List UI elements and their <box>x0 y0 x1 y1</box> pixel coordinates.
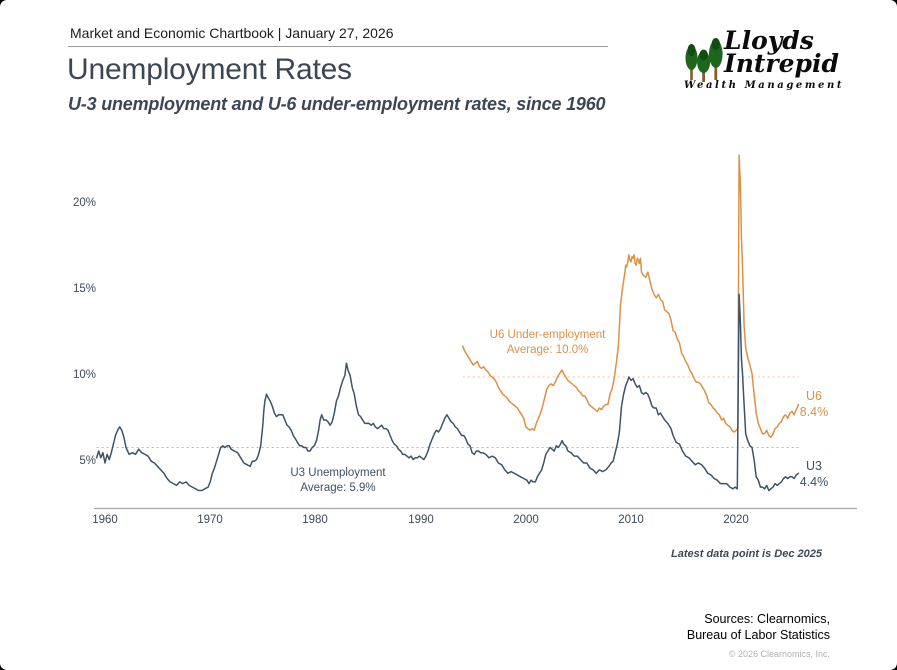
u6-annotation-average: Average: 10.0% <box>506 344 589 356</box>
sources-line2: Bureau of Labor Statistics <box>686 628 830 642</box>
y-tick-label: 20% <box>72 197 96 209</box>
sources-block: Sources: Clearnomics, Bureau of Labor St… <box>687 611 830 662</box>
x-tick-label: 1990 <box>408 514 434 526</box>
u6-annotation: U6 Under-employment Average: 10.0% <box>450 328 645 358</box>
header-divider <box>68 46 608 47</box>
u6-line <box>461 154 800 438</box>
y-tick-label: 5% <box>79 455 96 467</box>
u3-end-label: U3 4.4% <box>794 458 834 490</box>
x-tick-label: 1960 <box>92 514 118 526</box>
u3-annotation: U3 Unemployment Average: 5.9% <box>243 466 433 496</box>
copyright: © 2026 Clearnomics, Inc. <box>728 649 830 659</box>
u3-annotation-name: U3 Unemployment <box>290 467 386 479</box>
latest-data-note: Latest data point is Dec 2025 <box>671 548 822 560</box>
u3-annotation-average: Average: 5.9% <box>300 482 376 494</box>
page-title: Unemployment Rates <box>67 53 352 86</box>
page-subtitle: U-3 unemployment and U-6 under-employmen… <box>68 94 606 114</box>
logo-name-line2: Intrepid <box>724 49 839 78</box>
logo-tagline: Wealth Management <box>684 80 845 91</box>
u6-end-label: U6 8.4% <box>794 388 834 420</box>
u3-end-label-value: 4.4% <box>799 475 829 489</box>
u3-line <box>95 293 800 492</box>
sources-line1: Sources: Clearnomics, <box>704 612 830 626</box>
y-tick-label: 15% <box>72 283 96 295</box>
u6-annotation-name: U6 Under-employment <box>489 329 606 341</box>
y-tick-label: 10% <box>72 369 96 381</box>
chartbook-header: Market and Economic Chartbook | January … <box>70 25 394 41</box>
x-tick-label: 1980 <box>302 514 328 526</box>
x-tick-label: 1970 <box>197 514 223 526</box>
x-tick-label: 2010 <box>618 514 644 526</box>
x-tick-label: 2020 <box>723 514 749 526</box>
u3-end-label-name: U3 <box>806 459 822 473</box>
trees-icon <box>685 38 723 82</box>
x-tick-labels: 1960 1970 1980 1990 2000 2010 2020 <box>0 514 897 530</box>
x-tick-label: 2000 <box>513 514 539 526</box>
u6-end-label-name: U6 <box>806 389 822 403</box>
logo-name-line1: Lloyds <box>724 26 814 55</box>
logo: Lloyds Intrepid Wealth Management <box>680 24 850 102</box>
u6-end-label-value: 8.4% <box>799 405 829 419</box>
